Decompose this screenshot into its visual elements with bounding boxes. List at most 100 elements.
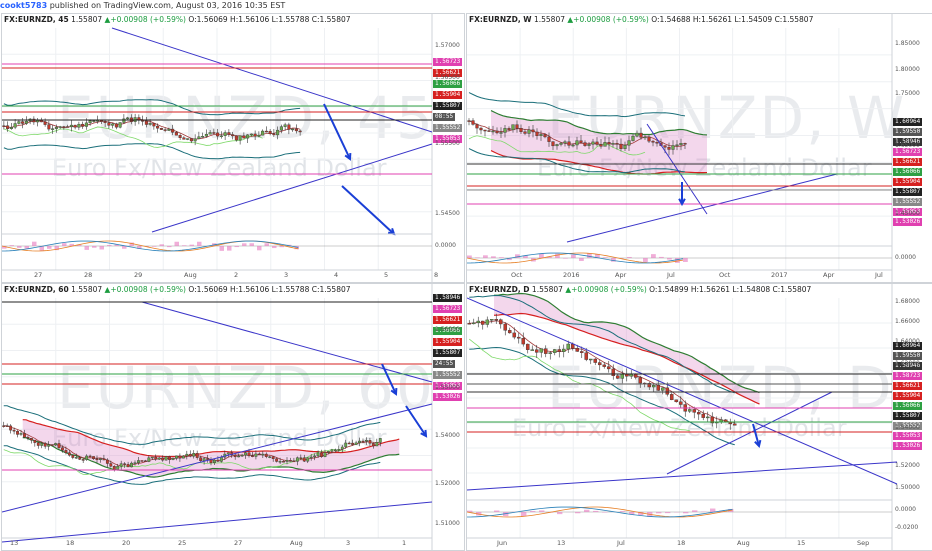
histogram-bar <box>575 512 580 513</box>
y-tick-label: 1.75000 <box>895 90 920 97</box>
x-tick-label: 29 <box>134 271 142 279</box>
histogram-bar <box>227 246 232 251</box>
candle <box>666 388 669 395</box>
candle <box>220 136 223 137</box>
chart-panel-daily[interactable]: FX:EURNZD, D 1.55807 ▲+0.00908 (+0.59%) … <box>466 283 932 551</box>
candle <box>234 455 236 457</box>
candle <box>47 445 49 447</box>
candle <box>74 125 77 127</box>
candle <box>652 141 655 142</box>
candle <box>276 130 279 135</box>
candle <box>488 131 491 132</box>
candle <box>54 443 56 445</box>
candle <box>213 132 216 133</box>
candle <box>379 438 381 442</box>
candle <box>89 456 91 457</box>
x-tick-label: 15 <box>797 539 805 547</box>
candle <box>720 420 723 422</box>
candle <box>303 458 305 461</box>
panel-title: FX:EURNZD, W 1.55807 ▲+0.00908 (+0.59%) … <box>469 15 813 24</box>
candle <box>10 127 13 129</box>
x-tick-label: 13 <box>557 539 565 547</box>
candle <box>275 459 277 462</box>
chart-canvas[interactable] <box>467 284 932 550</box>
author-link[interactable]: cookt5783 <box>0 1 47 10</box>
trendline <box>667 392 832 474</box>
candle <box>490 319 493 320</box>
price-label: 1.55904 <box>433 338 462 346</box>
candle <box>580 141 583 143</box>
candle <box>636 133 639 136</box>
chart-panel-weekly[interactable]: FX:EURNZD, W 1.55807 ▲+0.00908 (+0.59%) … <box>466 13 932 283</box>
price-label: 1.55807 <box>893 412 922 420</box>
x-tick-label: 28 <box>84 271 92 279</box>
forecast-arrow <box>406 406 426 436</box>
x-tick-label: 18 <box>66 539 74 547</box>
candle <box>499 320 502 324</box>
candle <box>85 123 88 127</box>
candle <box>81 124 84 126</box>
candle <box>224 132 227 135</box>
candle <box>486 320 489 325</box>
candle <box>508 330 511 333</box>
candle <box>279 461 281 462</box>
candle <box>585 353 588 360</box>
candle <box>476 124 479 128</box>
candle <box>148 458 150 462</box>
candle <box>179 135 182 137</box>
y-tick-label: 1.56000 <box>435 326 460 333</box>
candle <box>688 409 691 411</box>
candle <box>48 125 51 129</box>
candle <box>34 440 36 442</box>
candle <box>670 394 673 399</box>
candle <box>603 365 606 367</box>
candle <box>484 130 487 131</box>
candle <box>568 142 571 146</box>
candle <box>58 443 60 447</box>
candle <box>286 460 288 461</box>
chart-canvas[interactable] <box>2 284 464 550</box>
candle <box>639 377 642 383</box>
x-tick-label: 2 <box>234 271 238 279</box>
candle <box>556 144 559 145</box>
price-label: 1.56621 <box>893 158 922 166</box>
candle <box>41 443 43 445</box>
candle <box>9 426 11 430</box>
panel-title: FX:EURNZD, 60 1.55807 ▲+0.00908 (+0.59%)… <box>4 285 351 294</box>
candle <box>78 124 81 127</box>
histogram-bar <box>32 242 37 246</box>
candle <box>96 459 98 460</box>
histogram-bar <box>100 246 105 250</box>
histogram-bar <box>167 246 172 247</box>
candle <box>345 443 347 447</box>
candle <box>540 134 543 135</box>
candle <box>179 456 181 458</box>
chart-panel-60min[interactable]: FX:EURNZD, 60 1.55807 ▲+0.00908 (+0.59%)… <box>1 283 465 551</box>
candle <box>100 120 103 121</box>
x-tick-label: 25 <box>178 539 186 547</box>
price-label: 1.55552 <box>893 198 922 206</box>
candle <box>634 374 637 377</box>
candle <box>504 324 507 330</box>
histogram-bar <box>563 258 568 259</box>
candle <box>553 349 556 352</box>
candle <box>72 455 74 457</box>
histogram-bar <box>272 246 277 248</box>
candle <box>104 122 107 123</box>
candle <box>684 143 687 144</box>
candle <box>369 440 371 443</box>
chart-panel-45min[interactable]: FX:EURNZD, 45 1.55807 ▲+0.00908 (+0.59%)… <box>1 13 465 283</box>
x-tick-label: 4 <box>334 271 338 279</box>
price-label: 1.55807 <box>433 349 462 357</box>
candle <box>331 450 333 451</box>
chart-canvas[interactable] <box>467 14 932 282</box>
y-tick-label: 1.55000 <box>435 384 460 391</box>
candle <box>149 123 152 124</box>
candle <box>115 124 118 127</box>
y-tick-label: 1.55500 <box>435 140 460 147</box>
candle <box>175 456 177 458</box>
histogram-bar <box>656 512 661 513</box>
candle <box>111 124 114 126</box>
x-tick-label: 20 <box>122 539 130 547</box>
chart-canvas[interactable] <box>2 14 464 282</box>
